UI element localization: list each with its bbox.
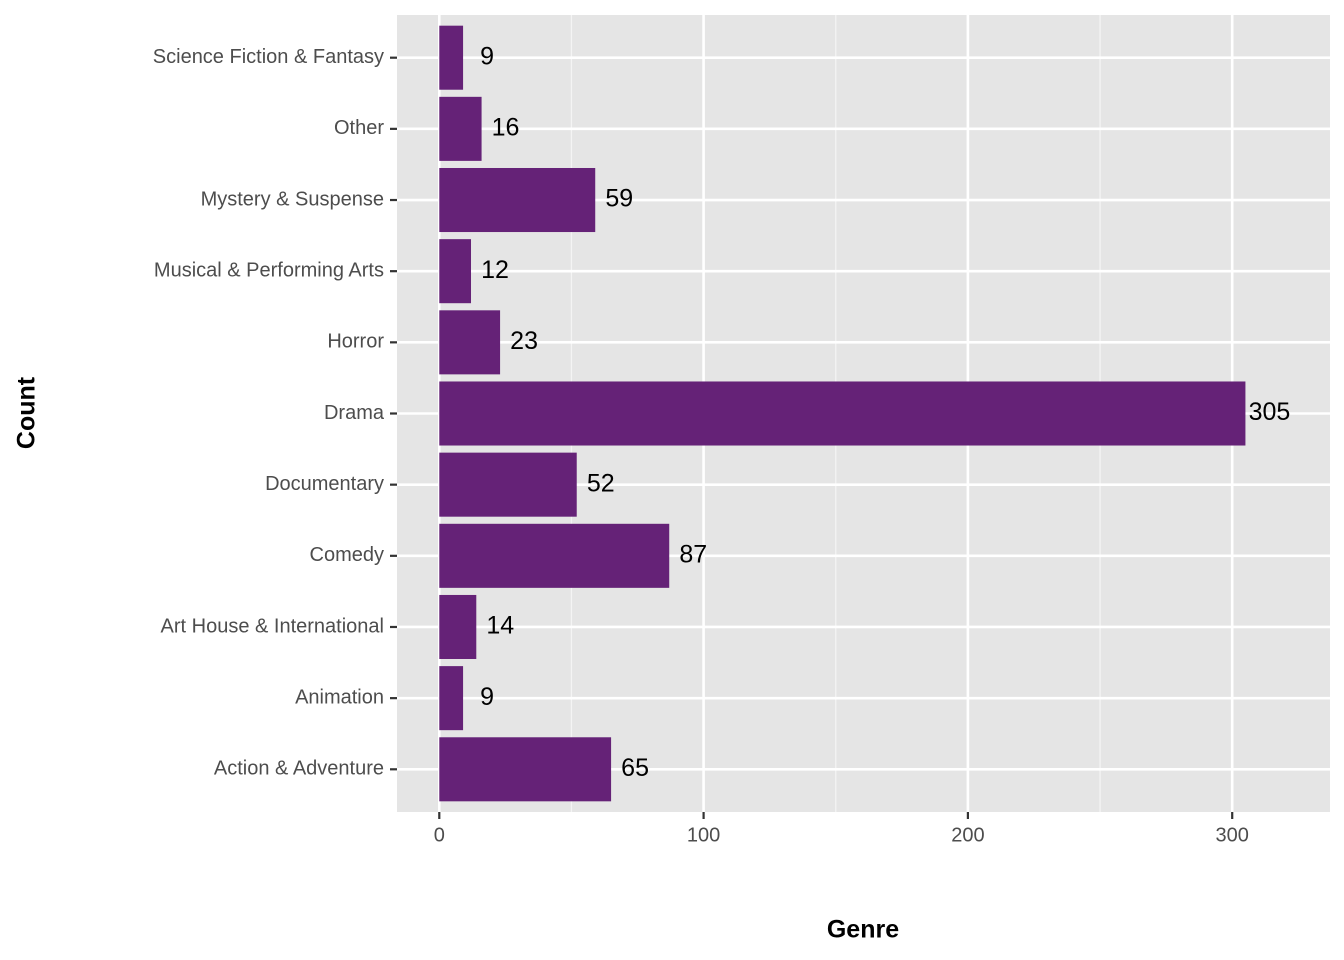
value-label: 9 [480, 42, 494, 70]
bar [439, 523, 670, 588]
bar [439, 594, 477, 660]
x-tick-label: 0 [434, 824, 445, 846]
value-label: 16 [492, 113, 520, 141]
bar [439, 452, 577, 517]
x-tick-label: 100 [687, 824, 720, 846]
value-label: 14 [486, 612, 514, 640]
value-label: 52 [587, 469, 615, 497]
value-label: 65 [621, 754, 649, 782]
y-tick-label: Action & Adventure [214, 758, 384, 780]
bar [439, 96, 482, 161]
value-label: 9 [480, 683, 494, 711]
y-tick-label: Drama [324, 402, 385, 424]
value-label: 59 [605, 185, 633, 213]
bar [439, 167, 596, 233]
bar [439, 737, 612, 802]
bar [439, 666, 464, 731]
y-tick-label: Animation [295, 686, 384, 708]
bar [439, 381, 1246, 446]
x-tick-label: 200 [951, 824, 984, 846]
y-tick-label: Art House & International [161, 615, 384, 637]
x-axis-title: Genre [827, 916, 899, 944]
bar [439, 310, 501, 375]
value-label: 305 [1249, 398, 1291, 426]
y-tick-label: Mystery & Suspense [201, 188, 384, 210]
bar [439, 25, 464, 90]
y-axis-title: Count [13, 376, 41, 449]
bar [439, 239, 472, 304]
value-label: 87 [679, 540, 707, 568]
y-tick-label: Documentary [265, 473, 384, 495]
value-label: 12 [481, 256, 509, 284]
y-tick-label: Comedy [310, 544, 384, 566]
y-tick-label: Science Fiction & Fantasy [153, 46, 384, 68]
y-tick-label: Musical & Performing Arts [154, 259, 384, 281]
x-tick-label: 300 [1216, 824, 1249, 846]
value-label: 23 [510, 327, 538, 355]
y-tick-label: Other [334, 117, 384, 139]
y-tick-label: Horror [327, 331, 384, 353]
